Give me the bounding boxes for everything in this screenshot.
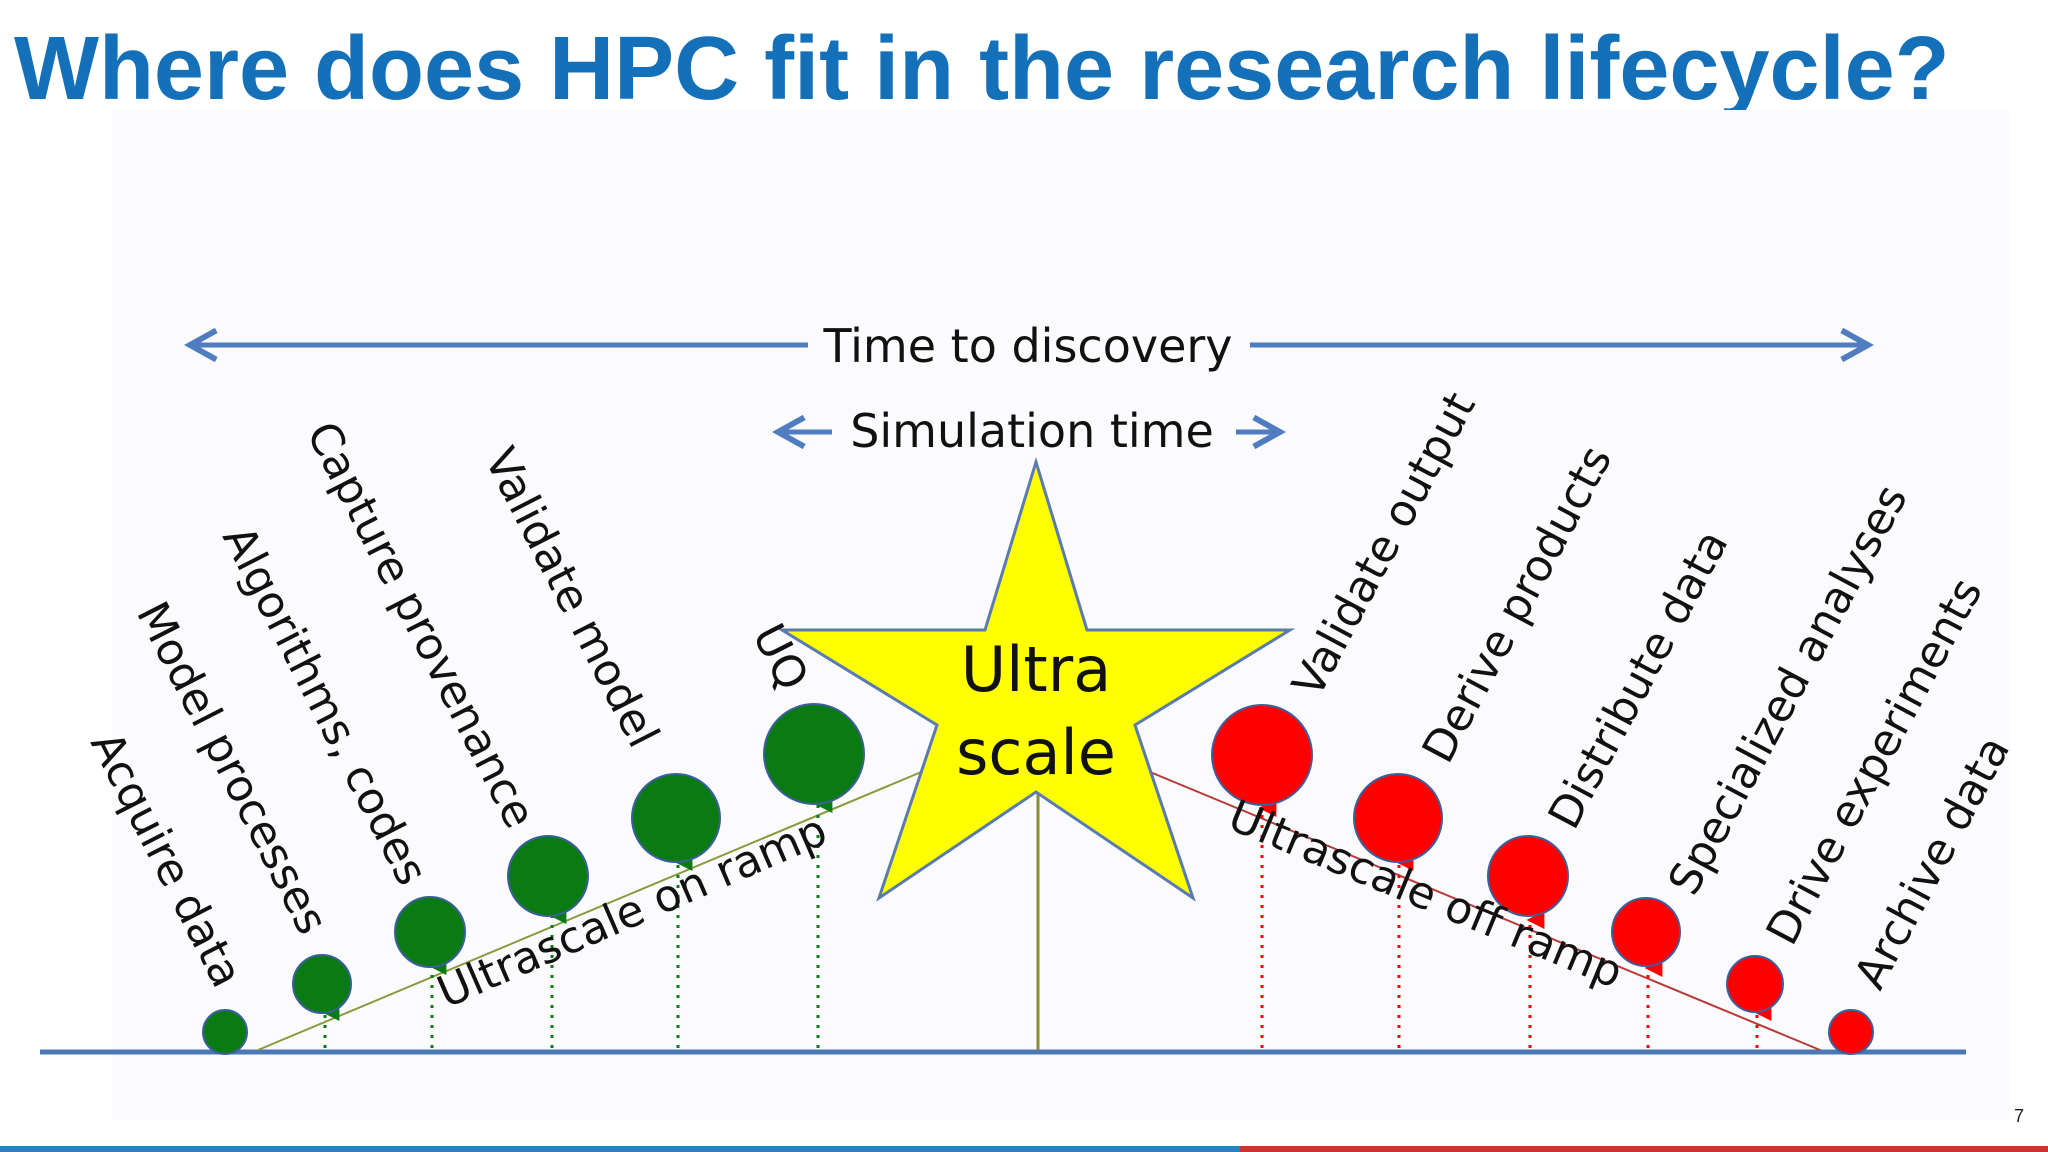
off-ramp-circles — [1211, 704, 1874, 1055]
slide-title: Where does HPC fit in the research lifec… — [14, 19, 1950, 119]
on-ramp-circle-acquire-data — [202, 1009, 248, 1055]
on-ramp-circle-validate-model — [631, 773, 721, 863]
off-ramp-circle-archive-data — [1828, 1009, 1874, 1055]
off-ramp-circle-specialized-analyses — [1611, 897, 1681, 967]
off-ramp-circle-derive-products — [1353, 773, 1443, 863]
on-ramp-connectors — [321, 795, 833, 1048]
stage-label-uq: UQ — [742, 616, 818, 699]
on-ramp-circle-capture-provenance — [507, 835, 589, 917]
footer-bar-red — [1240, 1146, 2048, 1152]
stage-label-validate-output: Validate output — [1283, 384, 1486, 705]
off-ramp-circle-drive-experiments — [1726, 955, 1784, 1013]
on-ramp-circle-algorithms-codes — [394, 896, 466, 968]
simulation-time-label: Simulation time — [850, 404, 1214, 458]
ultrascale-star — [776, 456, 1296, 902]
on-ramp-circle-uq — [763, 703, 865, 805]
footer-bar-blue — [0, 1146, 1240, 1152]
on-ramp-label: Ultrascale on ramp — [430, 805, 834, 1019]
on-ramp-circles — [202, 703, 865, 1055]
off-ramp-circle-distribute-data — [1487, 835, 1569, 917]
off-ramp-circle-validate-output — [1211, 704, 1313, 806]
star-label-line-2: scale — [956, 716, 1116, 789]
star-label-line-1: Ultra — [961, 633, 1111, 706]
page-number: 7 — [2013, 1106, 2024, 1126]
off-ramp-connectors — [1258, 799, 1772, 1048]
on-ramp-circle-model-processes — [292, 954, 352, 1014]
time-to-discovery-label: Time to discovery — [822, 319, 1232, 373]
stage-label-validate-model: Validate model — [474, 440, 668, 756]
off-ramp-line — [1149, 771, 1821, 1051]
